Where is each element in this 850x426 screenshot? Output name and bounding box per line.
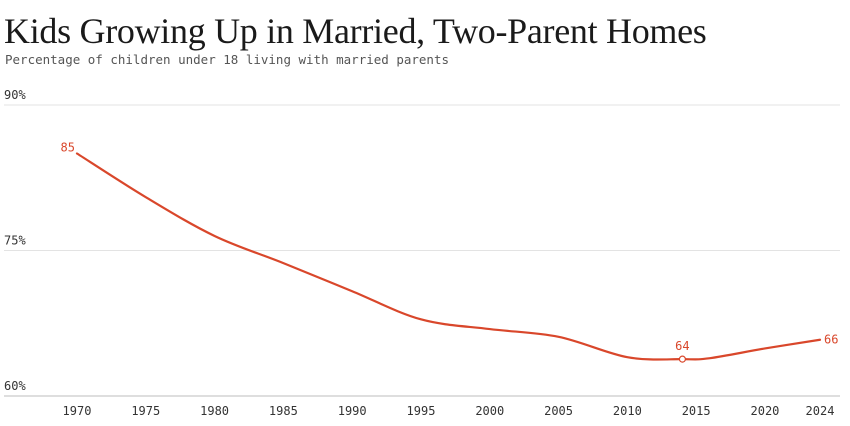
x-tick-label: 1990 — [338, 404, 367, 418]
x-tick-label: 1970 — [63, 404, 92, 418]
x-tick-label: 2000 — [475, 404, 504, 418]
data-label: 66 — [824, 333, 838, 347]
x-tick-label: 1975 — [131, 404, 160, 418]
series-line-0 — [75, 152, 822, 361]
y-tick-label: 75% — [4, 234, 26, 248]
x-tick-label: 2020 — [751, 404, 780, 418]
data-point-marker — [678, 355, 687, 363]
x-tick-label: 1985 — [269, 404, 298, 418]
chart-subtitle: Percentage of children under 18 living w… — [5, 52, 450, 67]
data-label: 85 — [61, 141, 75, 155]
y-tick-label: 60% — [4, 379, 26, 393]
x-tick-label: 2024 — [806, 404, 835, 418]
x-tick-label: 2010 — [613, 404, 642, 418]
x-tick-label: 2005 — [544, 404, 573, 418]
x-tick-label: 1980 — [200, 404, 229, 418]
chart-title: Kids Growing Up in Married, Two-Parent H… — [4, 11, 707, 51]
data-label: 64 — [675, 339, 689, 353]
y-tick-label: 90% — [4, 88, 26, 102]
x-tick-label: 1995 — [407, 404, 436, 418]
x-tick-label: 2015 — [682, 404, 711, 418]
